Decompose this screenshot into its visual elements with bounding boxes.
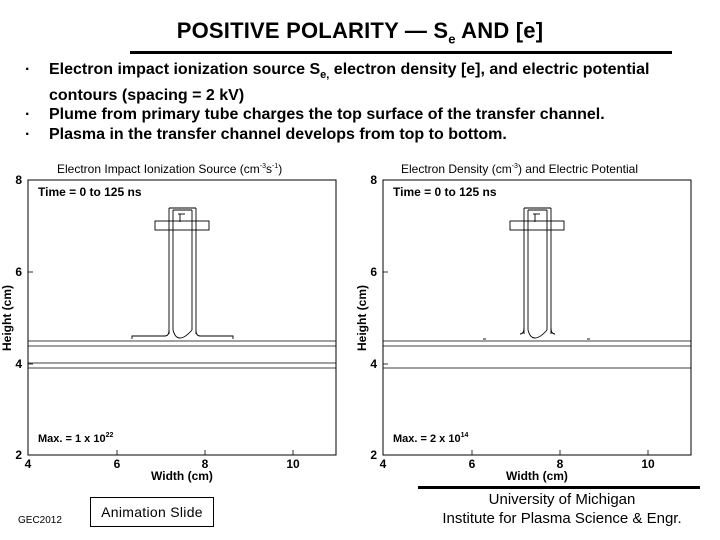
max-label: Max. = 1 x 1022 (38, 432, 113, 445)
ionization-source-plot: Electron Impact Ionization Source (cm-3s… (0, 158, 345, 486)
axis-ticks (383, 271, 649, 455)
y-tick-label: 6 (15, 265, 22, 279)
y-tick-label: 2 (370, 448, 377, 462)
plot-frame (382, 179, 692, 456)
y-axis-label: Height (cm) (355, 285, 369, 351)
y-tick-label: 8 (370, 173, 377, 187)
x-tick-label: 6 (114, 457, 121, 471)
x-axis-label: Width (cm) (151, 469, 213, 483)
x-tick-label: 10 (286, 457, 300, 471)
title-underline (130, 51, 672, 54)
university-rule (418, 486, 700, 489)
bullet-item: · Plasma in the transfer channel develop… (25, 125, 507, 143)
bullet-list: · Electron impact ionization source Se, … (22, 60, 712, 144)
x-tick-label: 8 (557, 457, 564, 471)
ionization-source-figure: Electron Impact Ionization Source (cm-3s… (0, 162, 337, 483)
institute-name: Institute for Plasma Science & Engr. (442, 510, 682, 527)
primary-tube (131, 207, 234, 339)
y-tick-label: 6 (370, 265, 377, 279)
x-tick-label: 4 (380, 457, 387, 471)
x-axis-label: Width (cm) (506, 469, 568, 483)
bullet-item: · Plume from primary tube charges the to… (25, 106, 605, 124)
x-tick-label: 6 (469, 457, 476, 471)
time-label: Time = 0 to 125 ns (393, 185, 497, 199)
animation-slide-button[interactable]: Animation Slide (90, 497, 214, 527)
x-tick-label: 10 (641, 457, 655, 471)
primary-tube (483, 207, 590, 340)
electron-density-figure: Electron Density (cm-3) and Electric Pot… (355, 162, 692, 483)
axis-ticks (28, 271, 294, 455)
plot-title: Electron Impact Ionization Source (cm-3s… (57, 162, 282, 176)
bullet-dot-icon: · (25, 61, 31, 78)
bullet-dot-icon: · (25, 125, 31, 143)
y-axis-label: Height (cm) (0, 285, 14, 351)
conference-label: GEC2012 (18, 515, 62, 526)
y-tick-label: 2 (15, 448, 22, 462)
y-tick-label: 4 (370, 357, 377, 371)
y-tick-label: 4 (15, 357, 22, 371)
bullet-dot-icon: · (25, 106, 31, 124)
plot-frame (27, 179, 337, 456)
electron-density-plot: Electron Density (cm-3) and Electric Pot… (355, 158, 700, 486)
plot-title: Electron Density (cm-3) and Electric Pot… (401, 162, 638, 176)
x-tick-label: 8 (202, 457, 209, 471)
slide-title: POSITIVE POLARITY — Se AND [e] (176, 18, 544, 47)
time-label: Time = 0 to 125 ns (38, 185, 142, 199)
university-name: University of Michigan (488, 491, 636, 508)
university-affiliation: University of Michigan Institute for Pla… (410, 490, 714, 528)
y-tick-label: 8 (15, 173, 22, 187)
max-label: Max. = 2 x 1014 (393, 432, 468, 445)
bullet-item: · Electron impact ionization source Se, … (25, 61, 650, 104)
x-tick-label: 4 (25, 457, 32, 471)
